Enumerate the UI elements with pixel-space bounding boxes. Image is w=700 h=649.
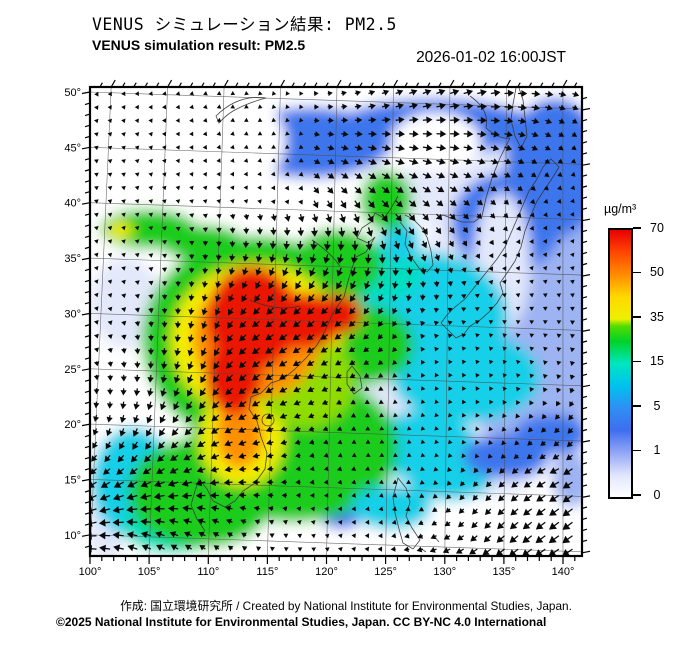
color-scale-legend: µg/m³ 0 1 5 15 35 50 70 [600,200,700,512]
wind-vector-arrows [90,89,580,556]
credit-line: 作成: 国立環境研究所 / Created by National Instit… [120,599,572,613]
lat-tick-label: 25° [64,364,81,376]
page-title-english: VENUS simulation result: PM2.5 [92,37,306,53]
legend-tick-mark [633,405,641,407]
lon-tick-label: 135° [493,566,516,578]
legend-tick-label: 50 [650,265,664,279]
axis-labels: 100° 105° 110° 115° 120° 125° 130° 135° 140° 50° 4… [64,87,574,578]
legend-tick-mark [633,271,641,274]
lat-tick-label: 35° [64,253,81,265]
legend-tick-mark [633,316,641,318]
license-line: ©2025 National Institute for Environment… [56,615,547,629]
lat-tick-label: 20° [64,419,81,431]
map-frame [88,85,584,558]
legend-tick-mark [633,449,641,452]
timestamp: 2026-01-02 16:00JST [416,49,566,66]
legend-tick-mark [633,227,641,229]
axis-ticks [81,79,591,564]
legend-tick-label: 5 [653,398,661,413]
coastlines [190,87,560,553]
lon-tick-label: 125° [374,566,397,578]
lon-tick-label: 110° [197,566,219,578]
graticule [90,87,582,556]
legend-tick-label: 70 [650,220,664,235]
lon-tick-label: 120° [315,566,338,578]
legend-tick-label: 1 [653,443,661,457]
lat-tick-label: 45° [64,142,81,154]
legend-tick-label: 35 [650,309,664,324]
lon-tick-label: 115° [256,566,278,578]
lat-tick-label: 10° [64,530,81,542]
legend-tick-label: 0 [653,487,661,502]
page-title-japanese: VENUS シミュレーション結果: PM2.5 [92,15,397,34]
legend-color-bar [608,228,633,499]
legend-tick-mark [633,494,641,496]
lat-tick-label: 50° [64,87,81,99]
lon-tick-label: 105° [138,566,161,578]
lon-tick-label: 100° [79,566,102,578]
legend-tick-mark [633,360,641,363]
lat-tick-label: 15° [64,474,81,486]
lon-tick-label: 130° [433,566,456,578]
lat-tick-label: 30° [64,308,81,320]
legend-unit-label: µg/m³ [604,202,637,216]
lat-tick-label: 40° [64,198,81,210]
lon-tick-label: 140° [552,566,575,578]
legend-tick-label: 15 [650,354,664,368]
